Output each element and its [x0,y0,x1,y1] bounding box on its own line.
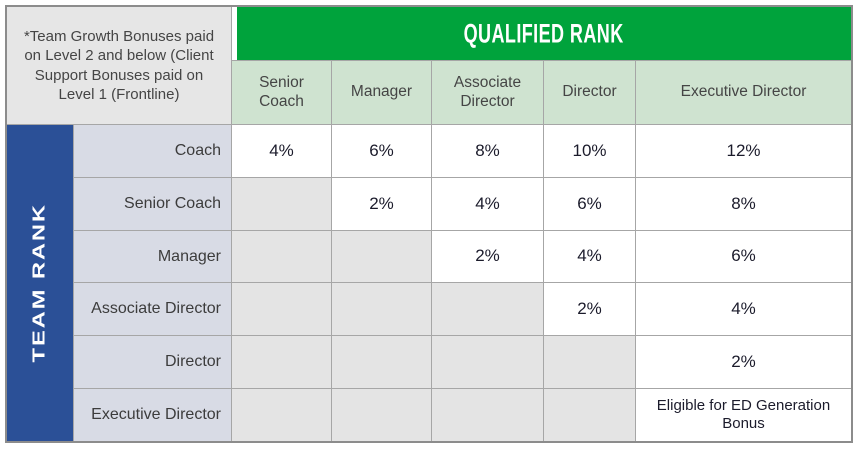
cell-coach-manager: 6% [332,125,431,177]
row-label-associate-director: Associate Director [74,283,231,336]
column-header-senior-coach: Senior Coach [232,61,331,124]
cell-manager-associate-director: 2% [432,230,543,283]
cell-executive-director-director [544,389,635,441]
cell-associate-director-senior-coach [232,283,331,336]
cell-director-executive-director: 2% [636,336,851,389]
cell-senior-coach-manager: 2% [332,177,431,230]
cell-manager-director: 4% [544,230,635,283]
cell-executive-director-associate-director [432,389,543,441]
cell-coach-senior-coach: 4% [232,125,331,177]
cell-executive-director-manager [332,389,431,441]
cell-manager-manager [332,230,431,283]
row-label-executive-director: Executive Director [74,389,231,441]
qualified-rank-banner-bg: QUALIFIED RANK [237,7,851,60]
cell-associate-director-executive-director: 4% [636,283,851,336]
column-header-executive-director: Executive Director [636,61,851,124]
row-label-manager: Manager [74,230,231,283]
cell-coach-director: 10% [544,125,635,177]
cell-director-manager [332,336,431,389]
cell-associate-director-director: 2% [544,283,635,336]
column-header-associate-director: Associate Director [432,61,543,124]
cell-senior-coach-associate-director: 4% [432,177,543,230]
cell-coach-associate-director: 8% [432,125,543,177]
cell-manager-executive-director: 6% [636,230,851,283]
cell-senior-coach-executive-director: 8% [636,177,851,230]
team-growth-bonus-table: *Team Growth Bonuses paid on Level 2 and… [5,5,853,443]
cell-director-associate-director [432,336,543,389]
team-rank-bar: TEAM RANK [7,125,73,441]
qualified-rank-title: QUALIFIED RANK [463,17,625,49]
column-header-manager: Manager [332,61,431,124]
cell-manager-senior-coach [232,230,331,283]
cell-senior-coach-director: 6% [544,177,635,230]
cell-director-senior-coach [232,336,331,389]
cell-associate-director-manager [332,283,431,336]
cell-executive-director-executive-director: Eligible for ED Generation Bonus [636,389,851,441]
row-label-coach: Coach [74,125,231,177]
cell-executive-director-senior-coach [232,389,331,441]
cell-coach-executive-director: 12% [636,125,851,177]
cell-senior-coach-senior-coach [232,177,331,230]
cell-associate-director-associate-director [432,283,543,336]
cell-director-director [544,336,635,389]
qualified-rank-banner: QUALIFIED RANK [232,7,851,60]
column-header-director: Director [544,61,635,124]
row-label-director: Director [74,336,231,389]
row-label-senior-coach: Senior Coach [74,177,231,230]
team-rank-title: TEAM RANK [30,203,49,363]
corner-note: *Team Growth Bonuses paid on Level 2 and… [7,7,231,124]
